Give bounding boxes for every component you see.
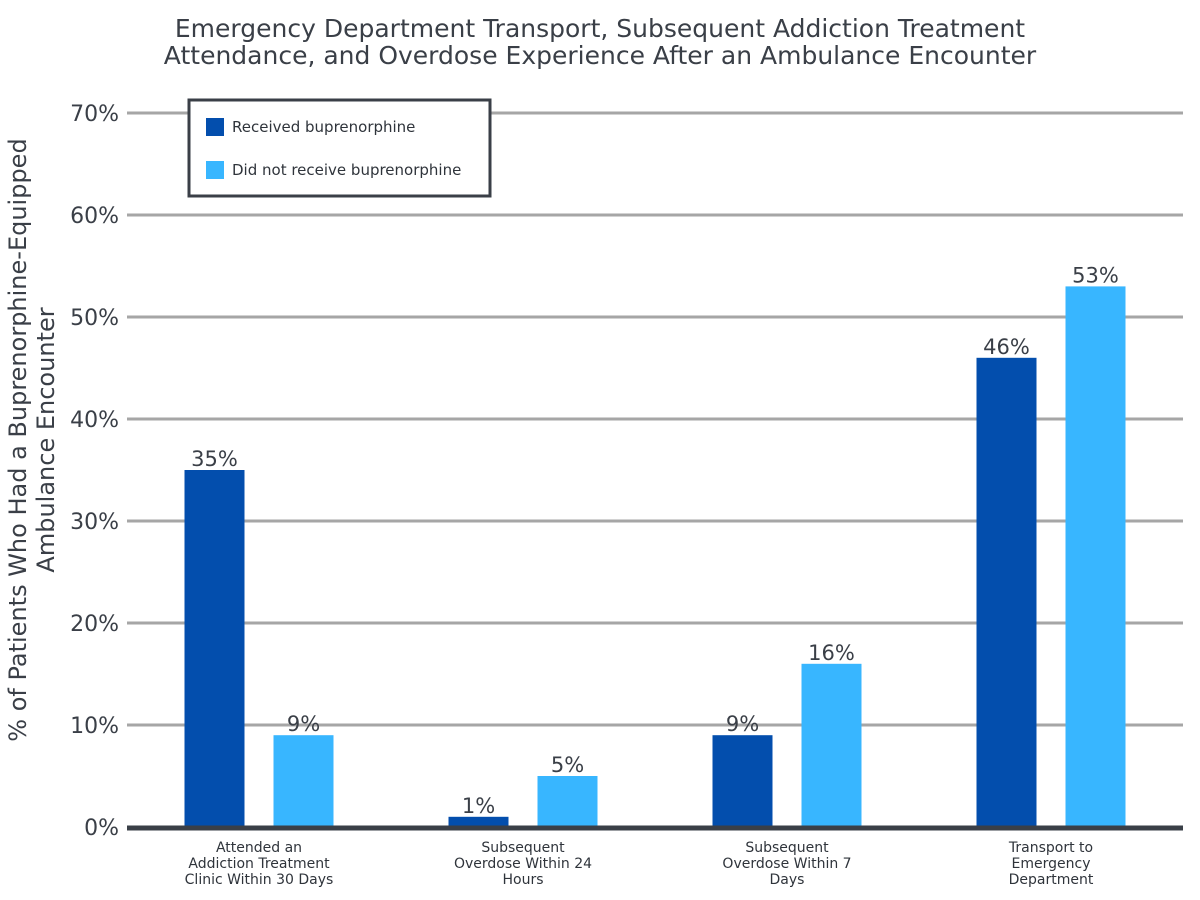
bar	[1065, 286, 1126, 827]
bar-value-label: 1%	[462, 794, 495, 818]
category-label: Overdose Within 7	[722, 856, 851, 872]
category-label: Days	[770, 872, 805, 888]
legend-box	[187, 98, 492, 198]
category-label: Transport to	[1008, 840, 1093, 856]
y-tick-label: 40%	[70, 408, 119, 433]
legend-swatch-not-received	[206, 161, 224, 179]
category-label: Overdose Within 24	[454, 856, 592, 872]
bar-value-label: 9%	[287, 712, 320, 736]
bar-value-label: 53%	[1072, 263, 1119, 287]
chart-title-line-2: Attendance, and Overdose Experience Afte…	[164, 41, 1037, 70]
bar-value-label: 9%	[726, 712, 759, 736]
category-label: Hours	[502, 872, 543, 888]
y-tick-label: 30%	[70, 510, 119, 535]
category-label: Emergency	[1012, 856, 1091, 872]
bar	[801, 663, 862, 827]
bar	[448, 816, 509, 827]
legend-label-received: Received buprenorphine	[232, 118, 415, 136]
chart-title-line-1: Emergency Department Transport, Subseque…	[175, 14, 1025, 43]
legend: Received buprenorphine Did not receive b…	[187, 98, 492, 198]
y-axis-label-line-2: Ambulance Encounter	[32, 307, 60, 572]
bars	[184, 286, 1126, 827]
category-label: Subsequent	[481, 840, 565, 856]
bar-value-label: 46%	[983, 335, 1030, 359]
y-tick-label: 70%	[70, 102, 119, 127]
bar-value-labels: 35% 9% 1% 5% 9% 16% 46% 53%	[191, 263, 1119, 817]
legend-label-not-received: Did not receive buprenorphine	[232, 161, 461, 179]
y-tick-label: 20%	[70, 612, 119, 637]
bar-value-label: 35%	[191, 447, 238, 471]
category-label: Clinic Within 30 Days	[185, 872, 334, 888]
y-tick-label: 0%	[84, 816, 119, 841]
bar-value-label: 5%	[551, 753, 584, 777]
legend-swatch-received	[206, 118, 224, 136]
y-tick-labels: 0% 10% 20% 30% 40% 50% 60% 70%	[70, 102, 119, 841]
category-label: Subsequent	[745, 840, 829, 856]
y-tick-label: 10%	[70, 714, 119, 739]
y-tick-label: 60%	[70, 204, 119, 229]
bar-value-label: 16%	[808, 641, 855, 665]
y-axis-label: % of Patients Who Had a Buprenorphine-Eq…	[4, 138, 60, 741]
bar	[712, 735, 773, 827]
y-tick-label: 50%	[70, 306, 119, 331]
bar	[184, 470, 245, 827]
category-label: Addiction Treatment	[188, 856, 330, 872]
bar	[976, 357, 1037, 827]
bar	[537, 776, 598, 827]
bar	[273, 735, 334, 827]
y-axis-label-line-1: % of Patients Who Had a Buprenorphine-Eq…	[4, 138, 32, 741]
category-label: Department	[1009, 872, 1094, 888]
category-label: Attended an	[216, 840, 302, 856]
